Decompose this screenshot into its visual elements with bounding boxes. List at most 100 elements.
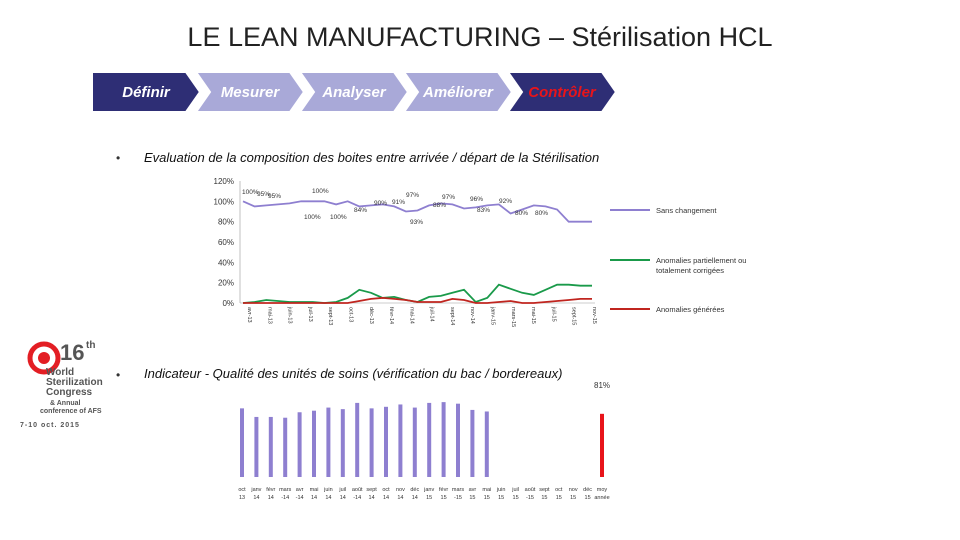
bar-x-label: 15 bbox=[513, 495, 519, 501]
bar-nov-14 bbox=[398, 404, 403, 477]
x-tick-label: mai-14 bbox=[408, 307, 414, 324]
bar-mai-15 bbox=[484, 411, 489, 477]
bar-x-label: nov bbox=[396, 487, 405, 493]
logo-graphic bbox=[27, 341, 61, 375]
x-tick-label: nov-15 bbox=[591, 307, 597, 324]
data-label: 80% bbox=[515, 210, 528, 217]
bar-x-label: -15 bbox=[526, 495, 534, 501]
x-tick-label: mars-15 bbox=[510, 307, 516, 327]
step-arrow-0 bbox=[92, 71, 202, 113]
bar-x-label: moy bbox=[597, 487, 608, 493]
bar-mai-14 bbox=[312, 410, 316, 477]
x-tick-label: mai-13 bbox=[266, 307, 272, 324]
composition-line-chart: 120% 100% 80% 60% 40% 20% 0% avr-13 mai-13 juin-1… bbox=[214, 177, 747, 327]
bar-x-label: déc bbox=[410, 487, 419, 493]
congress-logo: 16 th World Sterilization Congress & Ann… bbox=[20, 336, 120, 441]
step-arrow-2 bbox=[298, 71, 410, 113]
section-2-heading: Indicateur - Qualité des unités de soins… bbox=[144, 366, 563, 381]
logo-ring-icon bbox=[27, 341, 61, 375]
legend-line: totalement corrigées bbox=[656, 266, 724, 275]
bar-janv-15 bbox=[427, 402, 432, 477]
bar-sept-14 bbox=[369, 408, 374, 477]
bar-x-label: 14 bbox=[412, 495, 418, 501]
y-tick-label: 40% bbox=[218, 258, 234, 267]
y-tick-label: 100% bbox=[214, 197, 234, 206]
series-line-1 bbox=[242, 283, 592, 304]
data-label: 100% bbox=[304, 214, 321, 221]
data-label: 91% bbox=[392, 199, 405, 206]
page-title: LE LEAN MANUFACTURING – Stérilisation HC… bbox=[187, 22, 773, 52]
bar-x-label: févr bbox=[439, 487, 448, 493]
bar-x-label: 15 bbox=[570, 495, 576, 501]
legend-label-1: Anomalies partiellement ou totalement cor… bbox=[656, 256, 746, 275]
quality-bar-chart: oct 13 janv 14 févr 14 mars -14 avr -14 mai 14 juin 1… bbox=[238, 381, 610, 501]
step-arrow-4 bbox=[506, 71, 618, 113]
bar-x-label: janv bbox=[250, 487, 261, 493]
bar-x-label: 13 bbox=[239, 495, 245, 501]
x-tick-label: juil-13 bbox=[307, 306, 313, 322]
bar-x-label: déc bbox=[583, 487, 592, 493]
logo-congress: Congress bbox=[46, 387, 93, 398]
bar-avr-15 bbox=[470, 409, 475, 477]
bar-x-label: 15 bbox=[484, 495, 490, 501]
bullet-1: • bbox=[116, 151, 121, 165]
bar-oct-14 bbox=[384, 406, 388, 477]
x-tick-label: sept-13 bbox=[327, 307, 333, 325]
bar-x-label: 14 bbox=[268, 495, 274, 501]
bar-moy année bbox=[600, 413, 604, 477]
data-label: 84% bbox=[354, 207, 367, 214]
bar-x-label: 14 bbox=[311, 495, 317, 501]
bar-x-label: mai bbox=[482, 487, 491, 493]
x-tick-label: juil-15 bbox=[550, 306, 556, 322]
bar-x-label: juil bbox=[511, 487, 519, 493]
legend-label-2: Anomalies générées bbox=[656, 305, 725, 314]
step-label-0: Définir bbox=[122, 84, 171, 101]
bar-x-label: -14 bbox=[296, 495, 304, 501]
y-tick-label: 60% bbox=[218, 238, 234, 247]
bar-x-label: avr bbox=[296, 487, 304, 493]
bar-mars-15 bbox=[456, 403, 460, 477]
bar-janv-14 bbox=[254, 416, 259, 477]
bar-x-label: 14 bbox=[383, 495, 389, 501]
bar-x-label: -14 bbox=[281, 495, 289, 501]
bar-x-label: juin bbox=[323, 487, 333, 493]
bar-x-label: juil bbox=[338, 487, 346, 493]
data-label: 92% bbox=[499, 198, 512, 205]
x-tick-label: nov-14 bbox=[469, 307, 475, 324]
logo-afs: conference of AFS bbox=[40, 408, 102, 415]
bullet-2: • bbox=[116, 368, 121, 382]
section-1-heading: Evaluation de la composition des boites … bbox=[144, 150, 600, 165]
step-label-2: Analyser bbox=[321, 84, 387, 101]
x-tick-label: févr-14 bbox=[388, 307, 394, 324]
x-tick-label: juin-13 bbox=[287, 306, 293, 324]
bar-x-label: juin bbox=[496, 487, 506, 493]
x-tick-label: sept-15 bbox=[571, 307, 577, 325]
bar-x-label: 15 bbox=[441, 495, 447, 501]
bar-févr-14 bbox=[268, 416, 273, 477]
series-line-2 bbox=[243, 296, 592, 304]
bar-x-label: oct bbox=[382, 487, 390, 493]
logo-dates: 7-10 oct. 2015 bbox=[20, 422, 80, 429]
bar-x-label: 14 bbox=[369, 495, 375, 501]
bar-x-label: mars bbox=[279, 487, 291, 493]
dmaic-banner: Définir Mesurer Analyser Améliorer Contrôler bbox=[92, 71, 618, 113]
bar-août-14 bbox=[355, 402, 360, 477]
bar-x-label: 14 bbox=[325, 495, 331, 501]
x-tick-label: oct-13 bbox=[347, 307, 353, 322]
bar-x-label: 15 bbox=[541, 495, 547, 501]
data-label: 100% bbox=[312, 188, 329, 195]
data-label: 88% bbox=[433, 202, 446, 209]
data-label: 90% bbox=[374, 200, 387, 207]
data-label: 95% bbox=[257, 191, 270, 198]
legend-line: Anomalies partiellement ou bbox=[656, 256, 746, 265]
bar-x-label: 15 bbox=[585, 495, 591, 501]
step-label-4: Contrôler bbox=[528, 84, 597, 101]
bar-x-label: 14 bbox=[397, 495, 403, 501]
bar-x-label: 15 bbox=[498, 495, 504, 501]
logo-core-icon bbox=[38, 352, 50, 364]
legend-label-0: Sans changement bbox=[656, 206, 717, 215]
bar-juil-14 bbox=[340, 409, 345, 477]
data-label: 97% bbox=[406, 192, 419, 199]
x-tick-label: sept-14 bbox=[449, 307, 455, 325]
step-label-3: Améliorer bbox=[422, 84, 494, 101]
